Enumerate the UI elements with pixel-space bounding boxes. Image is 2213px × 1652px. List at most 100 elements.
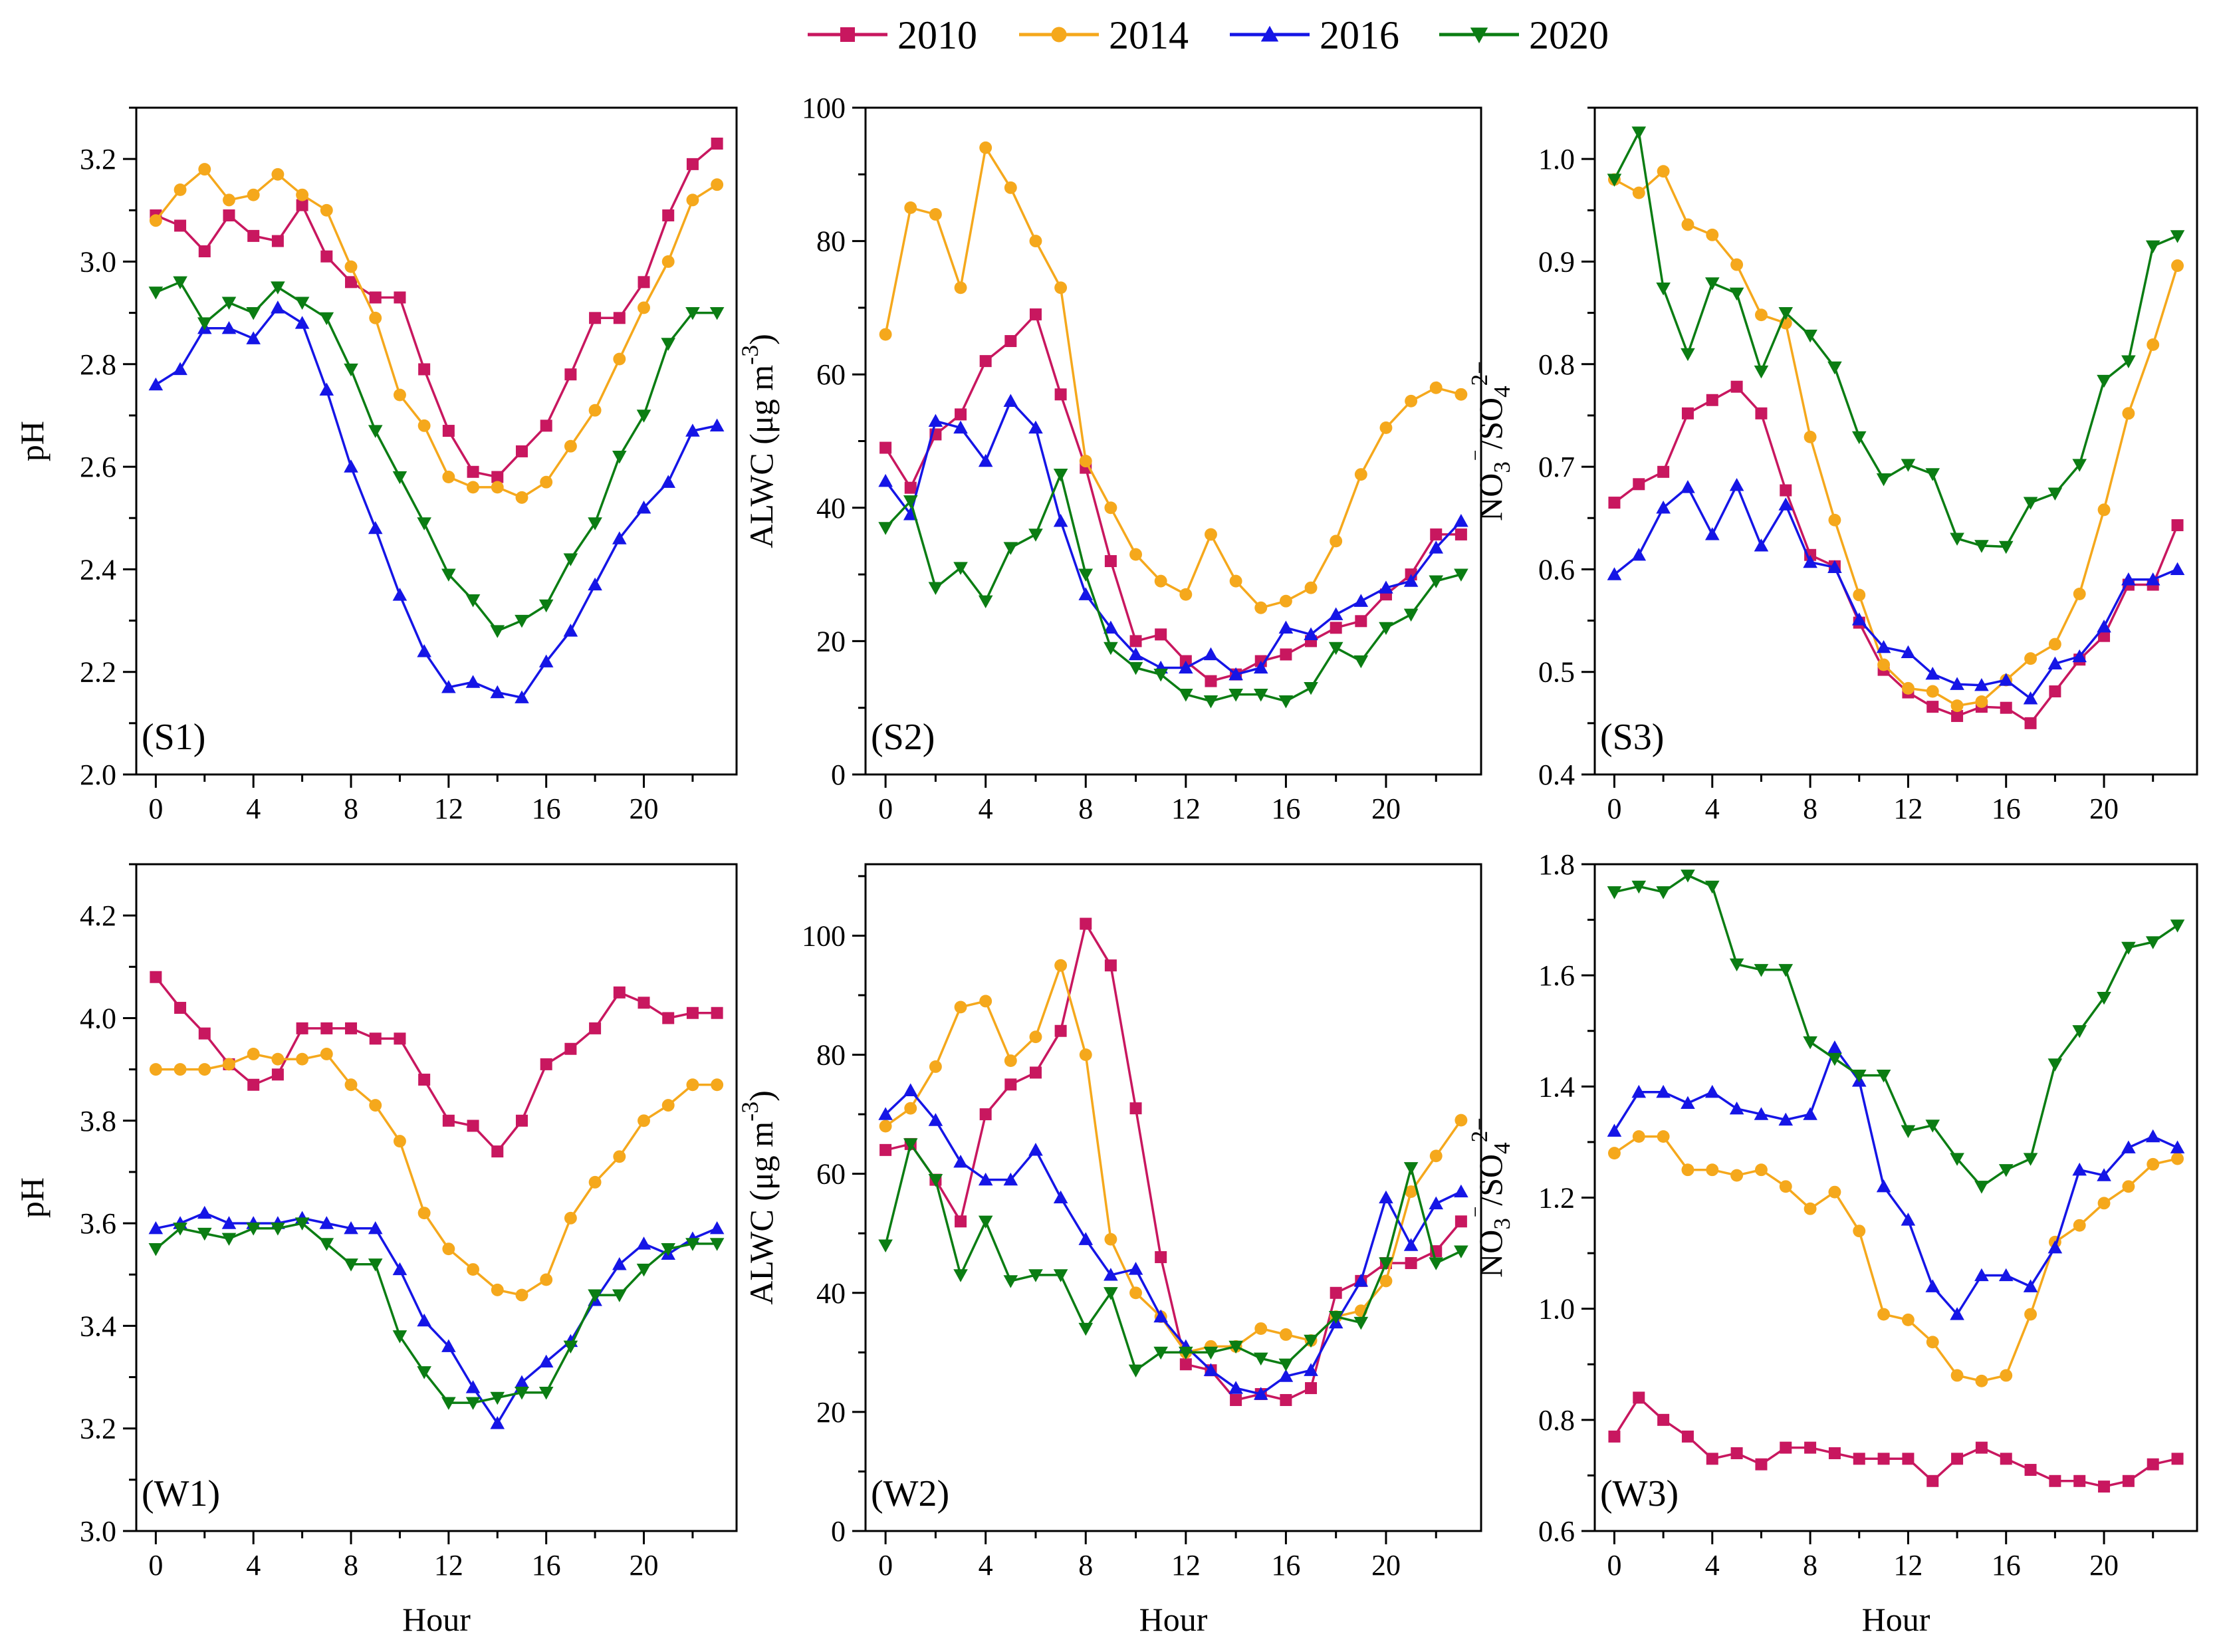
data-point xyxy=(955,1215,967,1228)
y-tick-label: 2.8 xyxy=(80,348,116,381)
data-point xyxy=(1304,581,1318,594)
data-point xyxy=(540,475,553,489)
data-point xyxy=(148,377,164,391)
x-tick-label: 4 xyxy=(1705,792,1720,825)
data-point xyxy=(1454,514,1468,527)
data-point xyxy=(1925,1279,1940,1292)
data-point xyxy=(1128,1364,1143,1378)
series-line-2016 xyxy=(884,1089,1462,1395)
data-point xyxy=(2047,1240,2063,1254)
series-2014 xyxy=(879,141,1468,614)
data-point xyxy=(1706,394,1718,406)
data-point xyxy=(2023,1279,2038,1292)
data-point xyxy=(221,296,237,310)
data-point xyxy=(345,1022,358,1034)
chart-panel-W3: 0 4 8 12 16 20 0.6 0.8 1.0 1.2 1.4 1.6 1.8 NO3⁻/SO42−… xyxy=(1466,848,2198,1638)
data-point xyxy=(1003,1275,1018,1288)
data-point xyxy=(1278,695,1294,709)
data-point xyxy=(2000,1453,2012,1465)
data-point xyxy=(1804,1202,1817,1215)
data-point xyxy=(978,595,993,609)
data-point xyxy=(1926,1336,1939,1349)
data-point xyxy=(1104,642,1118,655)
x-tick-label: 20 xyxy=(2089,792,2119,825)
legend-marker-2020 xyxy=(1470,27,1488,44)
data-point xyxy=(1926,685,1939,698)
data-point xyxy=(1803,1036,1817,1050)
data-point xyxy=(1780,1441,1792,1454)
data-point xyxy=(979,355,992,368)
data-point xyxy=(2047,1058,2063,1072)
data-point xyxy=(417,419,431,432)
data-point xyxy=(271,1068,284,1081)
data-point xyxy=(1704,1084,1720,1098)
data-point xyxy=(368,425,383,438)
data-point xyxy=(1429,381,1443,394)
data-point xyxy=(345,276,358,289)
data-point xyxy=(1454,568,1468,582)
data-point xyxy=(1003,542,1018,555)
x-tick-label: 0 xyxy=(878,792,893,825)
data-point xyxy=(1279,594,1292,608)
data-point xyxy=(879,328,892,341)
data-point xyxy=(1803,554,1817,568)
data-point xyxy=(2047,487,2063,501)
data-point xyxy=(1254,1322,1268,1335)
y-tick-label: 20 xyxy=(816,1396,846,1429)
data-point xyxy=(1155,1251,1167,1264)
data-point xyxy=(515,614,529,628)
data-point xyxy=(294,1217,310,1231)
data-point xyxy=(271,1223,285,1236)
data-point xyxy=(1631,126,1647,140)
data-point xyxy=(491,481,504,494)
data-point xyxy=(393,388,406,402)
data-point xyxy=(174,183,187,196)
data-point xyxy=(1876,640,1891,653)
data-point xyxy=(294,316,310,329)
data-point xyxy=(1104,555,1117,568)
data-point xyxy=(465,594,481,608)
y-tick-label: 0 xyxy=(831,1515,846,1548)
data-point xyxy=(2121,941,2136,955)
x-tick-label: 16 xyxy=(1992,1549,2021,1582)
data-point xyxy=(636,501,651,514)
data-point xyxy=(538,1387,554,1400)
data-point xyxy=(1706,1453,1718,1465)
y-axis-label: pH xyxy=(13,1177,51,1218)
y-tick-label: 2.2 xyxy=(80,656,116,689)
x-tick-label: 12 xyxy=(434,1549,463,1582)
data-point xyxy=(2122,1475,2135,1487)
data-point xyxy=(1974,1181,1989,1194)
data-point xyxy=(418,363,431,376)
data-point xyxy=(490,1391,505,1405)
panel-label: (W1) xyxy=(142,1473,220,1514)
data-point xyxy=(1129,1102,1142,1115)
y-tick-label: 3.2 xyxy=(80,143,116,176)
data-point xyxy=(638,301,650,314)
data-point xyxy=(1607,174,1622,187)
data-point xyxy=(2170,562,2185,576)
data-point xyxy=(490,685,505,699)
data-point xyxy=(1828,513,1841,527)
data-point xyxy=(1681,1430,1694,1443)
data-point xyxy=(2072,1025,2087,1038)
data-point xyxy=(563,553,578,566)
data-point xyxy=(491,1145,504,1158)
data-point xyxy=(711,1078,724,1092)
data-point xyxy=(1353,594,1369,607)
data-point xyxy=(1029,1030,1042,1044)
series-2014 xyxy=(149,1048,724,1302)
data-point xyxy=(904,481,917,494)
data-point xyxy=(1029,235,1042,248)
data-point xyxy=(662,209,675,222)
data-point xyxy=(1004,181,1017,194)
data-point xyxy=(417,1207,431,1220)
data-point xyxy=(1827,361,1842,375)
x-tick-label: 12 xyxy=(1893,792,1922,825)
data-point xyxy=(2023,691,2038,705)
data-point xyxy=(954,1001,967,1014)
data-point xyxy=(1153,668,1168,682)
data-point xyxy=(588,1289,602,1302)
data-point xyxy=(1203,695,1219,709)
data-point xyxy=(417,1366,431,1379)
